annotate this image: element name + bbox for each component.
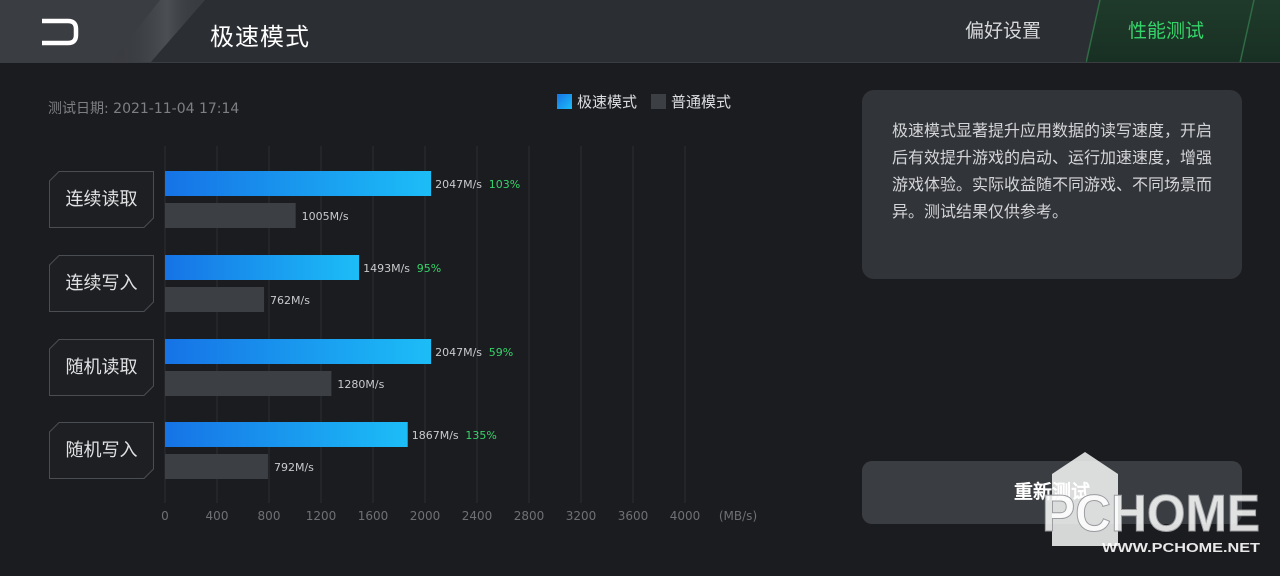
back-arrow-icon: [42, 18, 79, 46]
category-label: 随机读取: [65, 357, 138, 378]
category-label: 连续写入: [65, 273, 138, 294]
x-tick-label: 3600: [618, 509, 649, 523]
x-tick-label: 4000: [670, 509, 701, 523]
bar-value-label-fast: 2047M/s: [435, 178, 482, 191]
category-label: 连续读取: [65, 189, 138, 210]
legend-label-normal: 普通模式: [671, 93, 732, 111]
tab-performance-test[interactable]: 性能测试: [1127, 20, 1204, 42]
category-sequential-read: 连续读取: [49, 171, 154, 228]
bar-value-label-fast: 1867M/s: [412, 429, 459, 442]
legend-label-fast: 极速模式: [577, 93, 638, 111]
category-sequential-write: 连续写入: [49, 255, 154, 312]
bar-value-label-normal: 762M/s: [270, 294, 310, 307]
x-tick-label: 0: [161, 509, 169, 523]
bar-fast-mode: [165, 255, 360, 280]
legend-item-fast: 极速模式: [557, 92, 647, 112]
retest-button-label: 重新测试: [1013, 481, 1090, 503]
bar-value-label-fast: 2047M/s: [435, 346, 482, 359]
retest-button[interactable]: 重新测试: [862, 461, 1242, 524]
x-tick-label: 2800: [514, 509, 545, 523]
page-title: 极速模式: [210, 23, 310, 51]
x-tick-label: 400: [206, 509, 229, 523]
legend-swatch-fast: [557, 94, 572, 109]
bar-fast-mode: [165, 171, 432, 196]
bar-normal-mode: [165, 203, 296, 228]
bar-normal-mode: [165, 287, 265, 312]
bar-value-label-normal: 1280M/s: [337, 378, 384, 391]
x-tick-label: 3200: [566, 509, 597, 523]
bar-normal-mode: [165, 454, 268, 479]
bar-fast-mode: [165, 422, 408, 447]
x-tick-label: 1200: [306, 509, 337, 523]
bar-value-label-normal: 792M/s: [274, 461, 314, 474]
improvement-percent: 103%: [489, 178, 520, 191]
info-text: 极速模式显著提升应用数据的读写速度，开启后有效提升游戏的启动、运行加速速度，增强…: [892, 121, 1213, 221]
bar-normal-mode: [165, 371, 332, 396]
x-tick-label: 1600: [358, 509, 389, 523]
x-tick-label: 800: [258, 509, 281, 523]
improvement-percent: 95%: [417, 262, 441, 275]
category-random-write: 随机写入: [49, 422, 154, 479]
watermark-url: WWW.PCHOME.NET: [1102, 540, 1260, 555]
header-bar: 极速模式 偏好设置 性能测试: [0, 0, 1280, 63]
x-axis-unit: (MB/s): [719, 509, 757, 523]
improvement-percent: 135%: [465, 429, 496, 442]
speed-bar-chart: 0 400 800 1200 1600 2000 2400 2800 3200 3600 4000 (…: [161, 146, 757, 523]
tab-preferences[interactable]: 偏好设置: [964, 20, 1041, 42]
legend-swatch-normal: [651, 94, 666, 109]
test-date: 测试日期: 2021-11-04 17:14: [48, 101, 240, 117]
improvement-percent: 59%: [489, 346, 513, 359]
info-panel: 极速模式显著提升应用数据的读写速度，开启后有效提升游戏的启动、运行加速速度，增强…: [862, 90, 1242, 279]
x-tick-label: 2400: [462, 509, 493, 523]
legend-item-normal: 普通模式: [651, 92, 741, 112]
back-button[interactable]: [0, 0, 205, 63]
bar-value-label-normal: 1005M/s: [302, 210, 349, 223]
tab-active-highlight: [1086, 0, 1280, 63]
header-divider: [0, 62, 1280, 63]
bar-value-label-fast: 1493M/s: [363, 262, 410, 275]
x-tick-label: 2000: [410, 509, 441, 523]
bar-fast-mode: [165, 339, 432, 364]
category-label: 随机写入: [65, 440, 138, 461]
category-random-read: 随机读取: [49, 339, 154, 396]
